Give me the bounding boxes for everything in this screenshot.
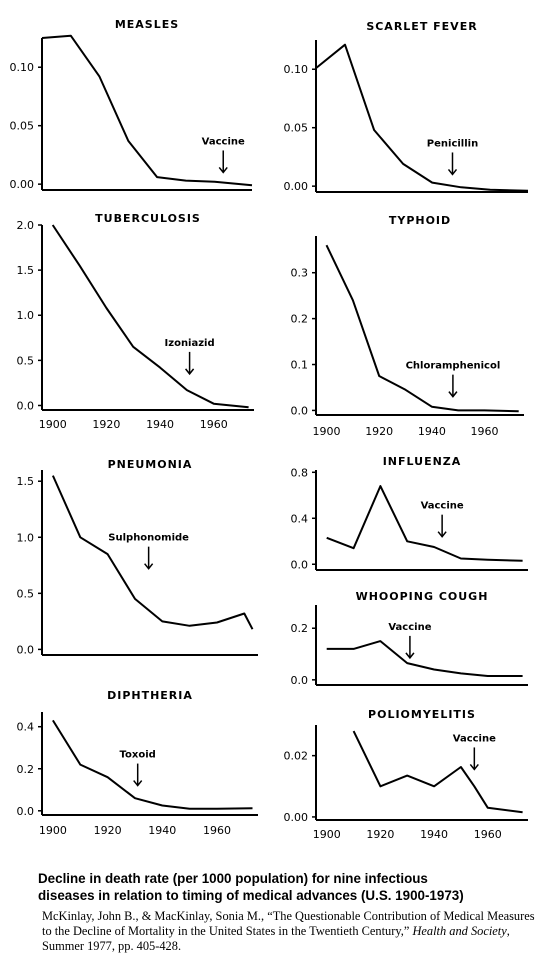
poliomyelitis-xtick-label: 1920 [366, 828, 394, 841]
tuberculosis-xtick-label: 1900 [39, 418, 67, 431]
tuberculosis-ytick-label: 1.5 [17, 264, 35, 277]
diphtheria-xtick-label: 1940 [148, 824, 176, 837]
poliomyelitis-xtick-label: 1900 [313, 828, 341, 841]
pneumonia-series-line [51, 475, 254, 630]
diphtheria-series-line [52, 719, 253, 810]
measles-ytick-label: 0.10 [10, 61, 35, 74]
tuberculosis-xtick-label: 1960 [200, 418, 228, 431]
citation-details: , Summer 1977, pp. 405-428. [42, 924, 510, 953]
measles-series-line [41, 34, 253, 187]
typhoid-chart: TYPHOID 0.3 0.2 0.1 0.0 1900 1920 1940 1960 Chlor… [291, 214, 524, 438]
poliomyelitis-xtick-label: 1960 [474, 828, 502, 841]
diphtheria-annotation-label: Toxoid [120, 750, 156, 761]
typhoid-series-line [325, 244, 519, 413]
diphtheria-title: DIPHTHERIA [107, 689, 193, 702]
tuberculosis-annotation-arrow-head [185, 368, 195, 376]
citation-authors-title: McKinlay, John B., & MacKinlay, Sonia M.… [42, 909, 535, 938]
pneumonia-title: PNEUMONIA [108, 458, 193, 471]
typhoid-xtick-label: 1960 [471, 425, 499, 438]
typhoid-annotation-label: Chloramphenicol [406, 361, 501, 372]
scarlet-fever-ytick-label: 0.10 [284, 63, 309, 76]
scarlet-fever-annotation-arrow-head [447, 168, 458, 176]
diphtheria-xtick-label: 1920 [94, 824, 122, 837]
scarlet-fever-chart: SCARLET FEVER 0.10 0.05 0.00 Penicillin [284, 20, 529, 193]
typhoid-xtick-label: 1920 [365, 425, 393, 438]
tuberculosis-series-line [51, 224, 249, 409]
typhoid-ytick-label: 0.2 [291, 313, 309, 326]
poliomyelitis-ytick-label: 0.00 [284, 811, 309, 824]
pneumonia-ytick-label: 1.0 [17, 531, 35, 544]
whooping-cough-ytick-label: 0.0 [291, 674, 309, 687]
influenza-annotation-arrow-head [437, 531, 447, 538]
pneumonia-ytick-label: 0.5 [17, 587, 35, 600]
tuberculosis-title: TUBERCULOSIS [95, 212, 201, 225]
diphtheria-xtick-label: 1960 [203, 824, 231, 837]
poliomyelitis-series-line [352, 730, 523, 814]
diphtheria-ytick-label: 0.2 [17, 763, 35, 776]
influenza-annotation-label: Vaccine [421, 501, 464, 512]
figure-citation: McKinlay, John B., & MacKinlay, Sonia M.… [42, 909, 537, 954]
whooping-cough-annotation-label: Vaccine [388, 622, 431, 633]
scarlet-fever-ytick-label: 0.05 [284, 122, 309, 135]
pneumonia-annotation-arrow-head [144, 563, 154, 570]
tuberculosis-ytick-label: 1.0 [17, 309, 35, 322]
figure-caption: Decline in death rate (per 1000 populati… [38, 870, 538, 904]
poliomyelitis-chart: POLIOMYELITIS 0.02 0.00 1900 1920 1940 1960 Vac… [284, 708, 528, 841]
typhoid-xtick-label: 1940 [418, 425, 446, 438]
poliomyelitis-xtick-label: 1940 [420, 828, 448, 841]
typhoid-annotation-arrow-head [448, 391, 458, 398]
typhoid-ytick-label: 0.3 [291, 267, 309, 280]
poliomyelitis-title: POLIOMYELITIS [368, 708, 476, 721]
pneumonia-ytick-label: 1.5 [17, 475, 35, 488]
tuberculosis-ytick-label: 0.5 [17, 354, 35, 367]
influenza-series-line [326, 485, 523, 562]
tuberculosis-chart: TUBERCULOSIS 2.0 1.5 1.0 0.5 0.0 1900 1920 1940 1… [17, 212, 254, 431]
measles-chart: MEASLES 0.10 0.05 0.00 Vaccine [10, 18, 253, 191]
scarlet-fever-series-line [315, 43, 529, 192]
influenza-ytick-label: 0.4 [291, 512, 309, 525]
whooping-cough-chart: WHOOPING COUGH 0.2 0.0 Vaccine [291, 590, 528, 687]
diphtheria-ytick-label: 0.4 [17, 721, 35, 734]
tuberculosis-ytick-label: 2.0 [17, 219, 35, 232]
tuberculosis-xtick-label: 1920 [92, 418, 120, 431]
typhoid-title: TYPHOID [389, 214, 451, 227]
whooping-cough-title: WHOOPING COUGH [356, 590, 489, 603]
whooping-cough-annotation-arrow-head [405, 652, 415, 660]
diphtheria-ytick-label: 0.0 [17, 805, 35, 818]
tuberculosis-ytick-label: 0.0 [17, 399, 35, 412]
tuberculosis-xtick-label: 1940 [146, 418, 174, 431]
measles-ytick-label: 0.00 [10, 178, 35, 191]
measles-ytick-label: 0.05 [10, 120, 35, 133]
influenza-ytick-label: 0.0 [291, 558, 309, 571]
measles-annotation-label: Vaccine [202, 136, 245, 147]
scarlet-fever-title: SCARLET FEVER [366, 20, 477, 33]
pneumonia-annotation-label: Sulphonomide [108, 533, 189, 544]
whooping-cough-ytick-label: 0.2 [291, 622, 309, 635]
typhoid-xtick-label: 1900 [313, 425, 341, 438]
measles-title: MEASLES [115, 18, 179, 31]
pneumonia-ytick-label: 0.0 [17, 643, 35, 656]
diphtheria-annotation-arrow-head [133, 780, 143, 787]
diphtheria-xtick-label: 1900 [39, 824, 67, 837]
pneumonia-chart: PNEUMONIA 1.5 1.0 0.5 0.0 Sulphonomide [17, 458, 258, 656]
poliomyelitis-annotation-arrow-head [469, 763, 479, 771]
influenza-chart: INFLUENZA 0.8 0.4 0.0 Vaccine [291, 455, 528, 571]
caption-line-1: Decline in death rate (per 1000 populati… [38, 871, 428, 886]
tuberculosis-annotation-label: Izoniazid [165, 338, 215, 349]
scarlet-fever-annotation-label: Penicillin [427, 138, 478, 149]
poliomyelitis-ytick-label: 0.02 [284, 750, 309, 763]
poliomyelitis-annotation-label: Vaccine [453, 733, 496, 744]
diphtheria-chart: DIPHTHERIA 0.4 0.2 0.0 1900 1920 1940 1960 Toxoi… [17, 689, 258, 837]
influenza-title: INFLUENZA [383, 455, 462, 468]
scarlet-fever-ytick-label: 0.00 [284, 180, 309, 193]
influenza-ytick-label: 0.8 [291, 466, 309, 479]
typhoid-ytick-label: 0.1 [291, 359, 309, 372]
typhoid-ytick-label: 0.0 [291, 404, 309, 417]
caption-line-2: diseases in relation to timing of medica… [38, 888, 464, 903]
whooping-cough-series-line [326, 640, 523, 677]
measles-annotation-arrow-head [218, 166, 228, 174]
citation-journal: Health and Society [412, 924, 507, 938]
